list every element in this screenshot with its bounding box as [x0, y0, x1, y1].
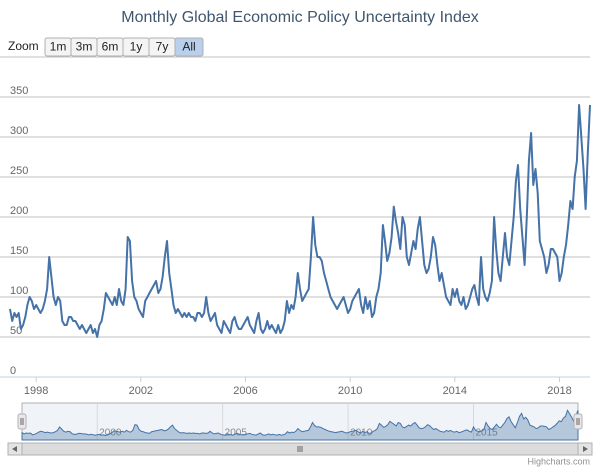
- y-tick-label: 0: [10, 365, 16, 377]
- zoom-button-label[interactable]: 6m: [102, 40, 119, 54]
- y-tick-label: 150: [10, 245, 28, 257]
- chart-title: Monthly Global Economic Policy Uncertain…: [121, 9, 479, 26]
- x-tick-label: 2018: [547, 385, 571, 397]
- x-tick-label: 2014: [443, 385, 467, 397]
- x-tick-label: 2010: [338, 385, 362, 397]
- y-tick-label: 100: [10, 285, 28, 297]
- zoom-button-label[interactable]: 3m: [76, 40, 93, 54]
- navigator-tick-label: 2015: [475, 428, 498, 439]
- credit[interactable]: Highcharts.com: [527, 456, 590, 466]
- scrollbar-arrow-left: [12, 446, 17, 452]
- series-line: [9, 104, 591, 338]
- zoom-label: Zoom: [8, 39, 39, 53]
- y-tick-label: 50: [10, 325, 22, 337]
- scrollbar-arrow-right: [583, 446, 588, 452]
- navigator-handle[interactable]: [573, 413, 583, 430]
- zoom-button-label[interactable]: 7y: [156, 40, 169, 54]
- y-tick-label: 300: [10, 125, 28, 137]
- zoom-button-label[interactable]: 1y: [130, 40, 143, 54]
- y-tick-label: 250: [10, 165, 28, 177]
- x-tick-label: 1998: [24, 385, 48, 397]
- navigator-series: [21, 409, 579, 441]
- navigator-tick-label: 2010: [350, 428, 373, 439]
- navigator-handle[interactable]: [17, 413, 27, 430]
- zoom-button-label[interactable]: 1m: [50, 40, 67, 54]
- zoom-button[interactable]: [174, 37, 204, 57]
- x-tick-label: 2006: [233, 385, 257, 397]
- x-tick-label: 2002: [129, 385, 153, 397]
- y-tick-label: 200: [10, 205, 28, 217]
- y-tick-label: 350: [10, 85, 28, 97]
- zoom-button-label[interactable]: All: [182, 40, 195, 54]
- navigator-tick-label: 2005: [225, 428, 248, 439]
